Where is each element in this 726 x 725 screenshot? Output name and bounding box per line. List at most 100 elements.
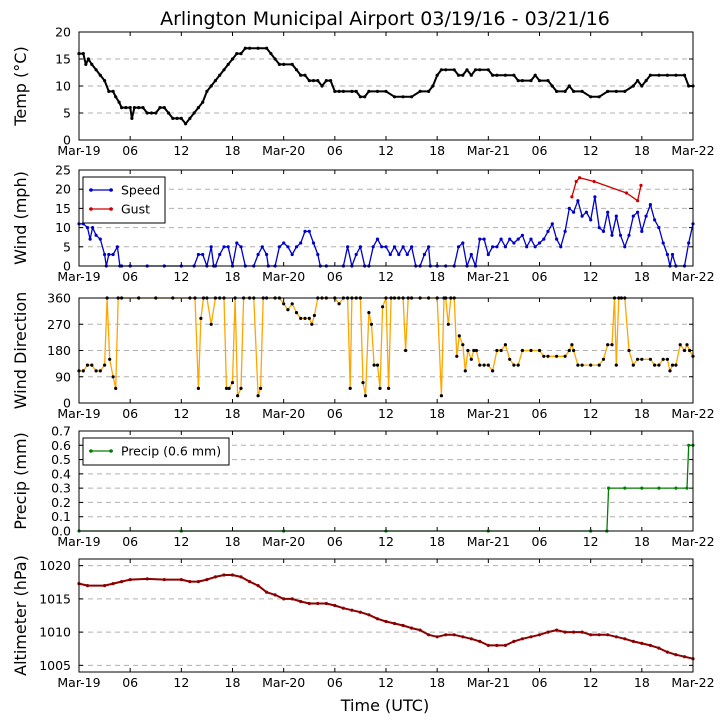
y-axis-title-alt: Altimeter (hPa): [11, 555, 30, 676]
data-point: [555, 237, 559, 241]
data-point: [657, 646, 661, 650]
data-point: [580, 630, 584, 634]
data-point: [372, 363, 376, 367]
data-point: [375, 89, 380, 93]
series-line-alt-0: [78, 574, 694, 660]
xtick-label: 12: [583, 269, 599, 284]
ytick-label: 0.6: [51, 438, 71, 453]
data-point: [657, 486, 661, 490]
data-point: [601, 357, 606, 361]
ytick-label: 5: [63, 239, 71, 254]
data-point: [674, 73, 678, 77]
xtick-label: Mar-20: [262, 143, 305, 158]
data-point: [508, 357, 512, 361]
data-point: [688, 348, 692, 353]
data-point: [457, 334, 461, 338]
data-point: [631, 214, 635, 218]
data-point: [601, 229, 606, 233]
xtick-label: 06: [327, 143, 343, 158]
data-point: [512, 241, 516, 245]
data-point: [546, 630, 550, 634]
data-point: [529, 237, 533, 241]
data-point: [324, 79, 328, 83]
data-point: [653, 363, 657, 367]
data-point: [256, 46, 260, 50]
data-point: [192, 111, 196, 115]
data-point: [644, 214, 648, 218]
ytick-label: 1020: [39, 558, 71, 573]
data-point: [367, 89, 371, 93]
data-point: [107, 252, 111, 257]
data-point: [98, 73, 102, 77]
data-point: [307, 601, 311, 606]
data-point: [456, 73, 461, 77]
xtick-label: Mar-22: [671, 675, 714, 690]
data-point: [627, 233, 631, 237]
data-point: [584, 210, 589, 214]
data-point: [222, 573, 226, 577]
data-point: [648, 73, 653, 77]
data-point: [580, 214, 584, 218]
xtick-label: Mar-21: [467, 143, 510, 158]
plot-frame-wdir: [78, 297, 694, 404]
data-point: [239, 52, 243, 56]
data-point: [466, 348, 470, 353]
data-point: [495, 643, 499, 648]
data-point: [597, 363, 601, 367]
data-point: [542, 354, 546, 358]
data-point: [401, 623, 405, 628]
data-point: [392, 95, 397, 99]
xtick-label: 06: [532, 534, 548, 549]
data-point: [542, 237, 546, 241]
data-point: [162, 106, 166, 110]
data-point: [404, 348, 408, 353]
xtick-label: 18: [429, 269, 445, 284]
series-line-wind-0: [79, 196, 694, 267]
data-point: [213, 575, 217, 579]
xtick-label: 18: [634, 534, 650, 549]
data-point: [209, 245, 213, 249]
ytick-label: 1005: [39, 658, 71, 673]
data-point: [665, 357, 670, 361]
data-point: [491, 73, 495, 77]
data-point: [333, 603, 337, 608]
data-point: [213, 79, 217, 83]
data-point: [307, 79, 311, 83]
data-point: [282, 241, 286, 245]
data-point: [363, 394, 368, 398]
xtick-label: 06: [327, 534, 343, 549]
ytick-label: 20: [55, 182, 71, 197]
data-point: [555, 354, 559, 358]
data-point: [572, 89, 576, 93]
data-point: [682, 348, 687, 353]
ytick-label: 0.1: [51, 509, 71, 524]
data-point: [299, 316, 303, 320]
data-point: [567, 84, 571, 88]
data-point: [636, 79, 640, 83]
data-point: [196, 106, 200, 110]
data-point: [239, 245, 243, 249]
data-point: [589, 363, 593, 367]
data-point: [158, 106, 162, 110]
data-point: [478, 363, 482, 367]
legend-marker: [89, 207, 93, 211]
data-point: [236, 394, 240, 398]
data-point: [606, 89, 610, 93]
ytick-label: 10: [55, 79, 71, 94]
data-point: [311, 79, 316, 83]
data-point: [499, 348, 503, 353]
data-point: [439, 394, 443, 398]
data-point: [235, 52, 239, 56]
data-point: [495, 245, 499, 249]
ytick-label: 0.7: [51, 424, 71, 439]
data-point: [512, 639, 516, 644]
data-point: [256, 252, 260, 257]
data-point: [455, 354, 459, 358]
data-point: [337, 89, 341, 93]
data-point: [85, 226, 90, 230]
data-point: [375, 237, 380, 241]
data-point: [98, 369, 102, 373]
data-point: [248, 46, 252, 50]
data-point: [516, 363, 520, 367]
data-point: [537, 241, 542, 245]
